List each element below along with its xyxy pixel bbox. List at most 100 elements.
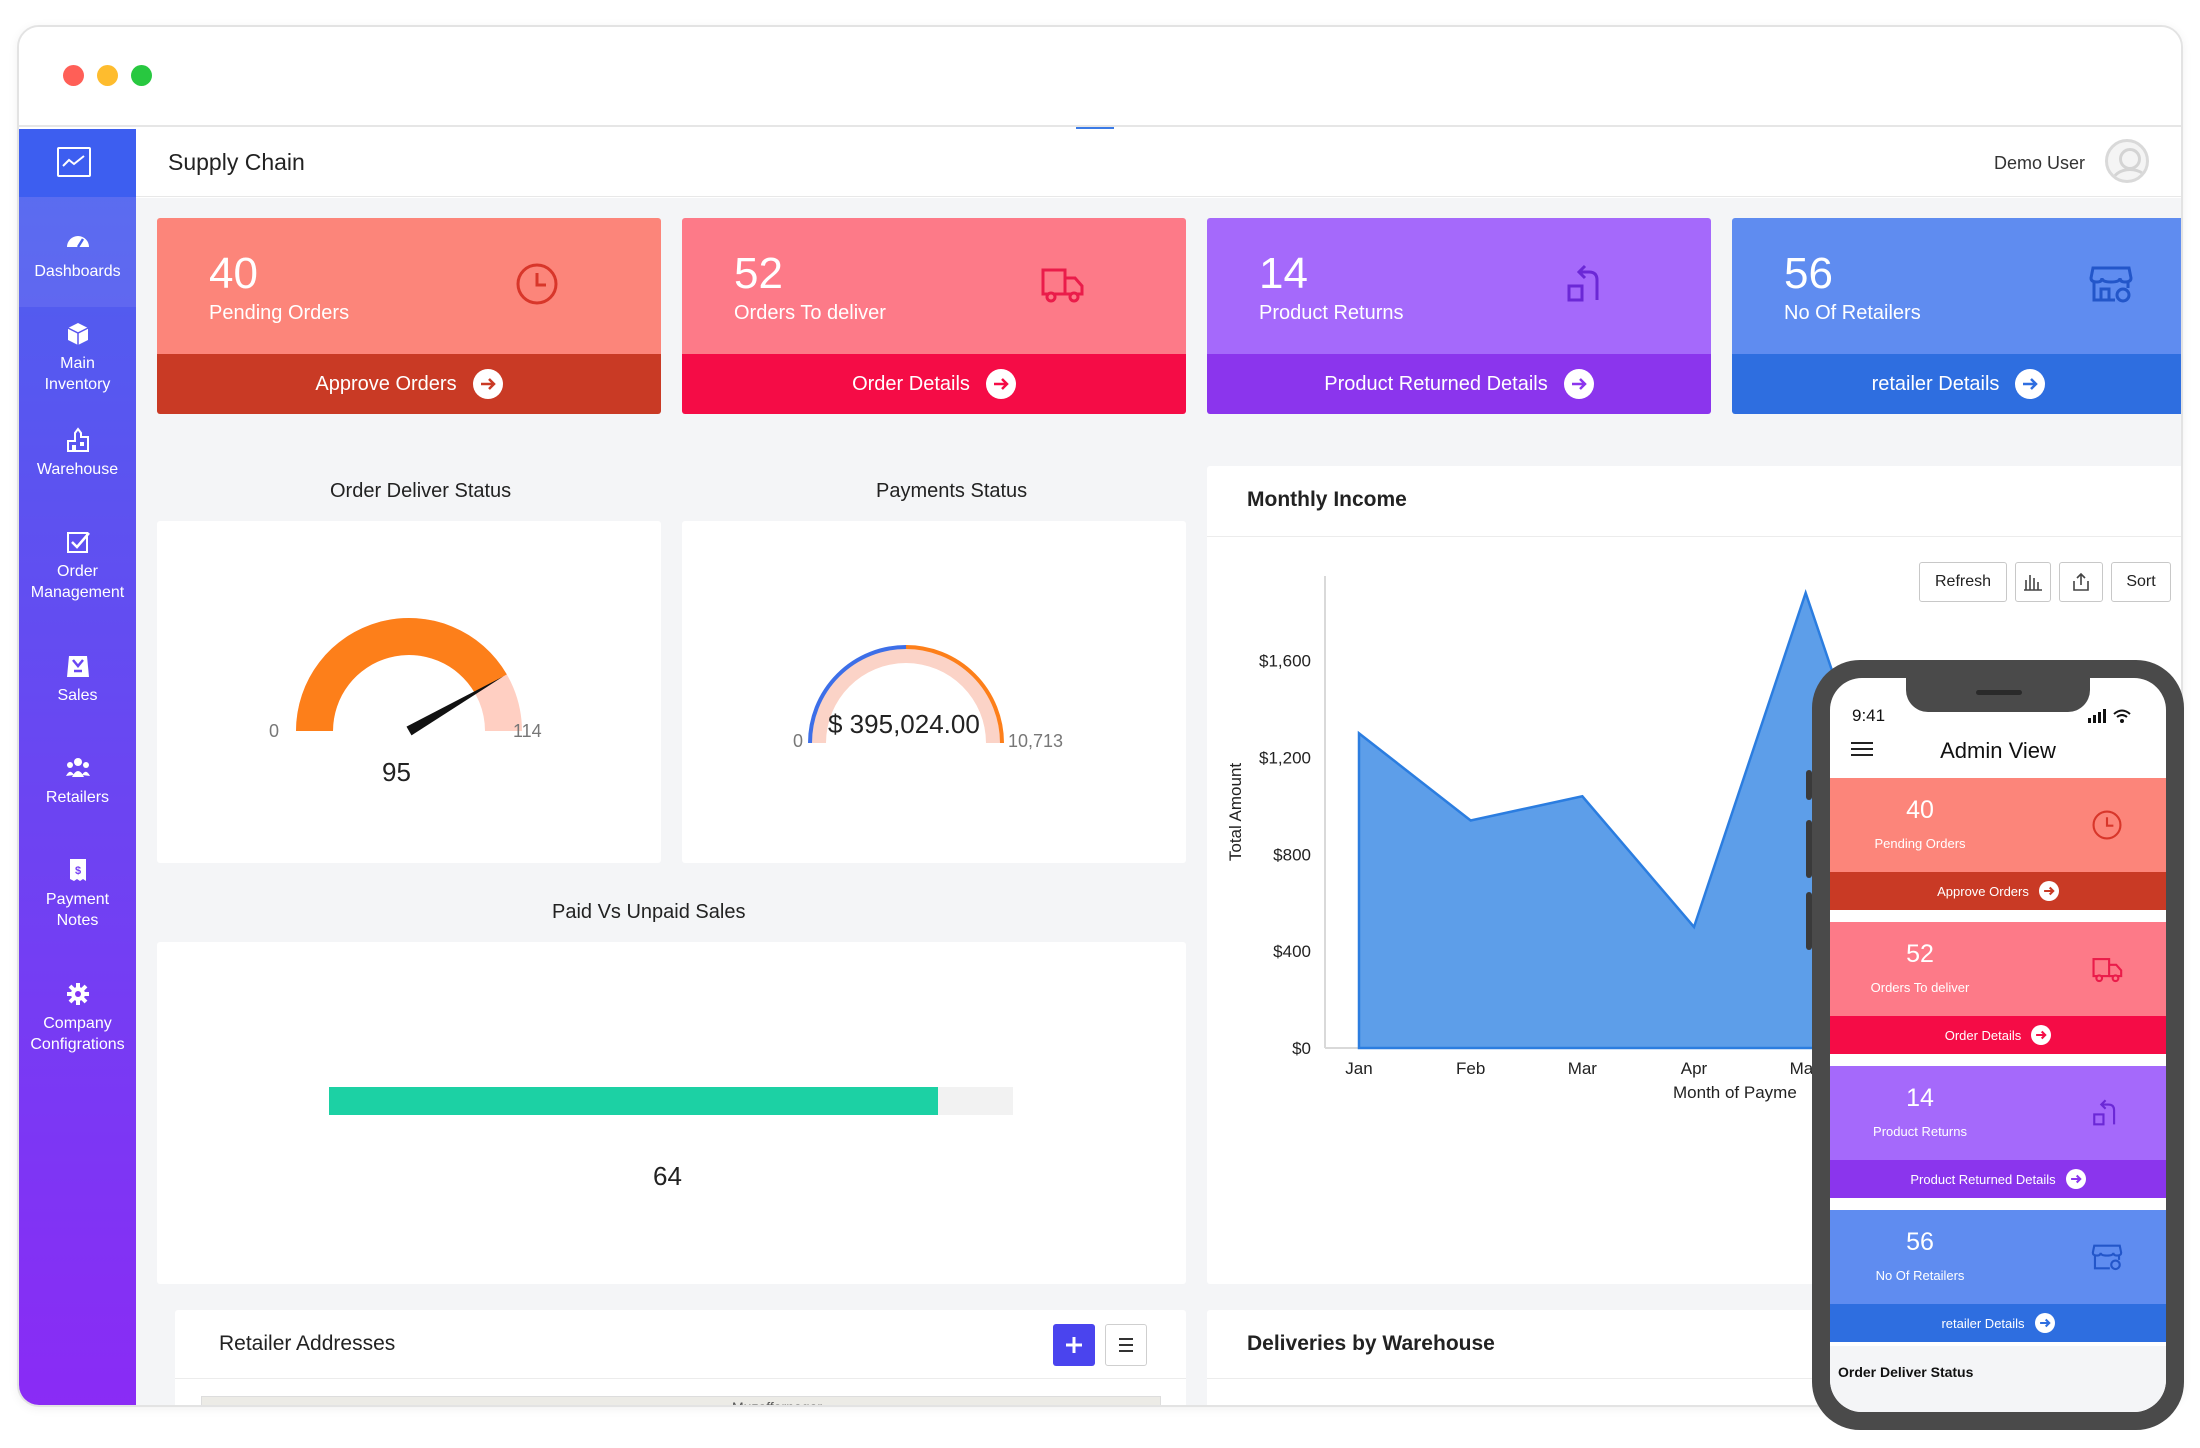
- sidebar-item-main-inventory[interactable]: Main Inventory: [19, 321, 136, 395]
- warehouse-icon: [66, 427, 89, 452]
- sidebar-item-label: Dashboards: [34, 263, 121, 280]
- y-ticks: $0 $400 $800 $1,200 $1,600: [1259, 652, 1311, 1058]
- minimize-window-button[interactable]: [97, 65, 118, 86]
- sidebar-item-retailers[interactable]: Retailers: [19, 755, 136, 808]
- divider: [175, 1378, 1186, 1379]
- paid-vs-unpaid-panel: 64: [157, 942, 1186, 1284]
- card-action-label: Approve Orders: [315, 372, 457, 395]
- phone-footer-title: Order Deliver Status: [1838, 1364, 1974, 1380]
- sidebar-item-company-configrations[interactable]: Company Configrations: [19, 981, 136, 1055]
- card-label: Orders To deliver: [1870, 980, 1970, 995]
- card-value: 40: [209, 249, 258, 298]
- phone-volume-down: [1806, 892, 1812, 950]
- retailer-details-button[interactable]: retailer Details: [1732, 354, 2181, 414]
- card-top: 56 No Of Retailers: [1732, 218, 2181, 354]
- sidebar-item-label: Retailers: [45, 789, 110, 806]
- paid-vs-unpaid-title: Paid Vs Unpaid Sales: [552, 901, 746, 923]
- card-no-of-retailers: 56 No Of Retailers retailer Details: [1732, 218, 2181, 414]
- gauge-min-label: 0: [793, 731, 804, 751]
- card-value: 14: [1906, 1084, 1934, 1112]
- payments-gauge: [808, 645, 1004, 744]
- card-top: 52 Orders To deliver: [682, 218, 1186, 354]
- sidebar-item-order-management[interactable]: Order Management: [19, 529, 136, 603]
- add-retailer-button[interactable]: [1053, 1324, 1095, 1366]
- order-deliver-gauge: [296, 618, 522, 736]
- arrow-right-icon: [985, 369, 1016, 399]
- arrow-right-icon: [1563, 369, 1594, 399]
- sidebar-item-sales[interactable]: Sales: [19, 653, 136, 706]
- monthly-income-title: Monthly Income: [1247, 488, 1407, 511]
- arrow-right-icon: [2015, 369, 2046, 399]
- sidebar: Dashboards Main Inventory Warehouse Orde…: [19, 129, 136, 1405]
- return-arrow-icon: [1567, 264, 1599, 302]
- approve-orders-button[interactable]: Approve Orders: [1830, 872, 2166, 910]
- clock-icon: [516, 263, 558, 305]
- gauge-fill: [296, 618, 507, 731]
- retailer-details-button[interactable]: retailer Details: [1830, 1304, 2166, 1342]
- box-icon: [67, 323, 88, 345]
- signal-wifi-icon: [2088, 709, 2131, 723]
- y-tick-label: $1,200: [1259, 749, 1311, 768]
- maximize-window-button[interactable]: [131, 65, 152, 86]
- card-value: 14: [1259, 249, 1308, 298]
- hamburger-icon[interactable]: [1850, 740, 1874, 758]
- phone-footer-area: Order Deliver Status: [1830, 1346, 2166, 1412]
- card-top: 40 Pending Orders: [1830, 778, 2166, 872]
- close-window-button[interactable]: [63, 65, 84, 86]
- sidebar-item-label: Warehouse: [36, 461, 119, 478]
- map-view[interactable]: Muzaffarnagar: [201, 1396, 1161, 1405]
- clock-icon: [2092, 810, 2122, 840]
- phone-card-pending-orders: 40 Pending Orders Approve Orders: [1830, 778, 2166, 914]
- sort-button[interactable]: Sort: [2111, 562, 2171, 602]
- y-axis-label: Total Amount: [1226, 763, 1245, 862]
- sidebar-item-dashboards[interactable]: Dashboards: [19, 197, 136, 307]
- progress-fill: [329, 1087, 938, 1115]
- y-tick-label: $400: [1273, 942, 1311, 961]
- refresh-button[interactable]: Refresh: [1919, 562, 2007, 602]
- order-details-button[interactable]: Order Details: [1830, 1016, 2166, 1054]
- order-details-button[interactable]: Order Details: [682, 354, 1186, 414]
- user-name[interactable]: Demo User: [1993, 153, 2085, 173]
- arrow-right-icon: [472, 369, 503, 399]
- retailer-addresses-panel: Retailer Addresses Muzaffarnagar: [175, 1310, 1186, 1405]
- card-top: 56 No Of Retailers: [1830, 1210, 2166, 1304]
- app-logo[interactable]: [19, 129, 136, 197]
- phone-volume-up: [1806, 820, 1812, 878]
- bar-chart-icon: [2024, 575, 2042, 591]
- bar-chart-button[interactable]: [2015, 562, 2051, 602]
- deliveries-by-warehouse-title: Deliveries by Warehouse: [1247, 1332, 1495, 1355]
- phone-mute-switch: [1806, 770, 1812, 800]
- hamburger-icon: [1119, 1338, 1133, 1352]
- dashboard-gauge-icon: [66, 236, 89, 248]
- checkbox-icon: [66, 532, 90, 553]
- arrow-right-icon: [2065, 1169, 2086, 1189]
- payments-status-title: Payments Status: [876, 480, 1028, 502]
- svg-text:$: $: [74, 865, 80, 877]
- card-value: 56: [1784, 249, 1833, 298]
- card-orders-to-deliver: 52 Orders To deliver Order Details: [682, 218, 1186, 414]
- sidebar-item-warehouse[interactable]: Warehouse: [19, 427, 136, 480]
- gauge-edge-left: [808, 645, 907, 744]
- divider: [1207, 536, 2181, 537]
- export-button[interactable]: [2059, 562, 2103, 602]
- phone-notch: [1906, 678, 2090, 712]
- phone-card-no-of-retailers: 56 No Of Retailers retailer Details: [1830, 1210, 2166, 1346]
- avatar[interactable]: [2105, 139, 2149, 183]
- approve-orders-button[interactable]: Approve Orders: [157, 354, 661, 414]
- y-tick-label: $0: [1292, 1039, 1311, 1058]
- people-group-icon: [65, 758, 90, 777]
- y-tick-label: $1,600: [1259, 652, 1311, 671]
- sales-icon: [66, 656, 89, 677]
- main-content: 40 Pending Orders Approve Orders 52 Orde…: [136, 198, 2181, 1405]
- card-top: 14 Product Returns: [1207, 218, 1711, 354]
- product-returned-details-button[interactable]: Product Returned Details: [1830, 1160, 2166, 1198]
- gauge-edge-right: [905, 645, 1004, 744]
- menu-button[interactable]: [1105, 1324, 1147, 1366]
- trend-chart-icon: [57, 147, 91, 177]
- product-returned-details-button[interactable]: Product Returned Details: [1207, 354, 1711, 414]
- gear-icon: [66, 983, 89, 1005]
- return-arrow-icon: [2093, 1099, 2116, 1126]
- card-action-label: Approve Orders: [1937, 883, 2029, 899]
- x-tick-label: Mar: [1568, 1059, 1598, 1078]
- sidebar-item-payment-notes[interactable]: $ Payment Notes: [19, 857, 136, 931]
